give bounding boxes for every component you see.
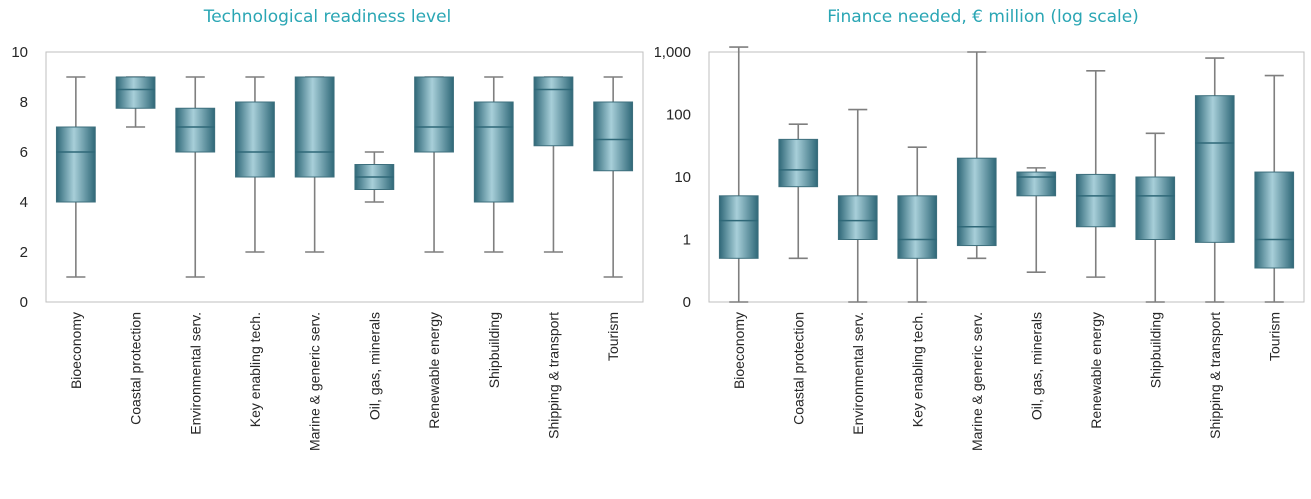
x-category-label: Marine & generic serv. <box>969 312 985 451</box>
chart-title-left: Technological readiness level <box>203 7 452 27</box>
x-category-label: Shipbuilding <box>486 312 502 388</box>
iqr-box <box>1135 176 1176 240</box>
x-category-label: Bioeconomy <box>68 312 84 389</box>
y-tick-label: 1,000 <box>655 44 691 61</box>
iqr-box <box>593 101 634 172</box>
x-category-label: Tourism <box>605 312 621 361</box>
box-3 <box>837 108 878 303</box>
box-plot-readiness: 0 2 4 6 8 10 Bioeconomy Coastal protection Envir… <box>11 44 644 451</box>
x-category-label: Tourism <box>1266 312 1282 361</box>
y-tick-label: 6 <box>20 144 28 161</box>
box-7 <box>1075 70 1116 278</box>
iqr-box <box>778 138 819 188</box>
chart-title-right: Finance needed, € million (log scale) <box>827 7 1139 27</box>
box-3 <box>175 76 216 278</box>
iqr-box <box>1016 171 1057 197</box>
x-category-label: Marine & generic serv. <box>307 312 323 451</box>
box-1 <box>55 76 96 278</box>
chart-panel-right: Finance needed, € million (log scale) 0 1… <box>655 0 1311 499</box>
plot-frame <box>45 51 644 303</box>
box-6 <box>354 151 395 203</box>
iqr-box <box>1254 171 1295 269</box>
box-2 <box>115 76 156 128</box>
x-category-label: Renewable energy <box>426 312 442 429</box>
x-category-label: Coastal protection <box>790 312 806 425</box>
y-tick-label: 2 <box>20 244 28 261</box>
iqr-box <box>115 76 156 109</box>
x-category-label: Key enabling tech. <box>247 312 263 427</box>
y-tick-label: 100 <box>666 107 691 124</box>
iqr-box <box>414 76 454 153</box>
y-tick-label: 0 <box>20 294 28 311</box>
iqr-box <box>1075 173 1116 228</box>
box-1 <box>718 46 759 303</box>
iqr-box <box>897 195 938 259</box>
iqr-box <box>718 195 759 259</box>
x-category-label: Shipbuilding <box>1147 312 1163 388</box>
box-4 <box>235 76 275 253</box>
plot-frame <box>708 51 1305 303</box>
box-4 <box>897 146 938 303</box>
x-category-label: Oil, gas, minerals <box>366 312 382 420</box>
box-5 <box>294 76 335 253</box>
x-category-label: Bioeconomy <box>731 312 747 389</box>
box-8 <box>473 76 514 253</box>
y-tick-label: 1 <box>683 232 691 249</box>
y-tick-label: 4 <box>20 194 28 211</box>
x-category-label: Shipping & transport <box>1207 312 1223 439</box>
iqr-box <box>235 101 275 178</box>
x-category-label: Shipping & transport <box>545 312 561 439</box>
x-category-label: Environmental serv. <box>850 312 866 435</box>
box-10 <box>593 76 634 278</box>
iqr-box <box>533 76 574 147</box>
box-2 <box>778 123 819 260</box>
box-9 <box>1194 57 1235 303</box>
box-10 <box>1254 74 1295 303</box>
box-8 <box>1135 132 1176 303</box>
x-category-label: Environmental serv. <box>187 312 203 435</box>
iqr-box <box>55 126 96 203</box>
y-tick-label: 10 <box>674 169 691 186</box>
y-tick-label: 8 <box>20 94 28 111</box>
iqr-box <box>956 157 997 247</box>
box-plot-finance: 0 1 10 100 1,000 Bioeconomy Coastal protection… <box>655 44 1305 451</box>
iqr-box <box>1194 95 1235 243</box>
chart-panel-left: Technological readiness level 0 2 4 6 8 10 Bio… <box>0 0 655 499</box>
box-5 <box>956 51 997 260</box>
box-9 <box>533 76 574 253</box>
box-6 <box>1016 167 1057 273</box>
iqr-box <box>294 76 335 178</box>
y-tick-label: 10 <box>11 44 28 61</box>
x-category-label: Renewable energy <box>1088 312 1104 429</box>
x-category-label: Oil, gas, minerals <box>1028 312 1044 420</box>
y-tick-label: 0 <box>683 294 691 311</box>
iqr-box <box>837 195 878 241</box>
x-category-label: Coastal protection <box>128 312 144 425</box>
box-7 <box>414 76 454 253</box>
x-category-label: Key enabling tech. <box>909 312 925 427</box>
iqr-box <box>175 107 216 153</box>
iqr-box <box>473 101 514 203</box>
